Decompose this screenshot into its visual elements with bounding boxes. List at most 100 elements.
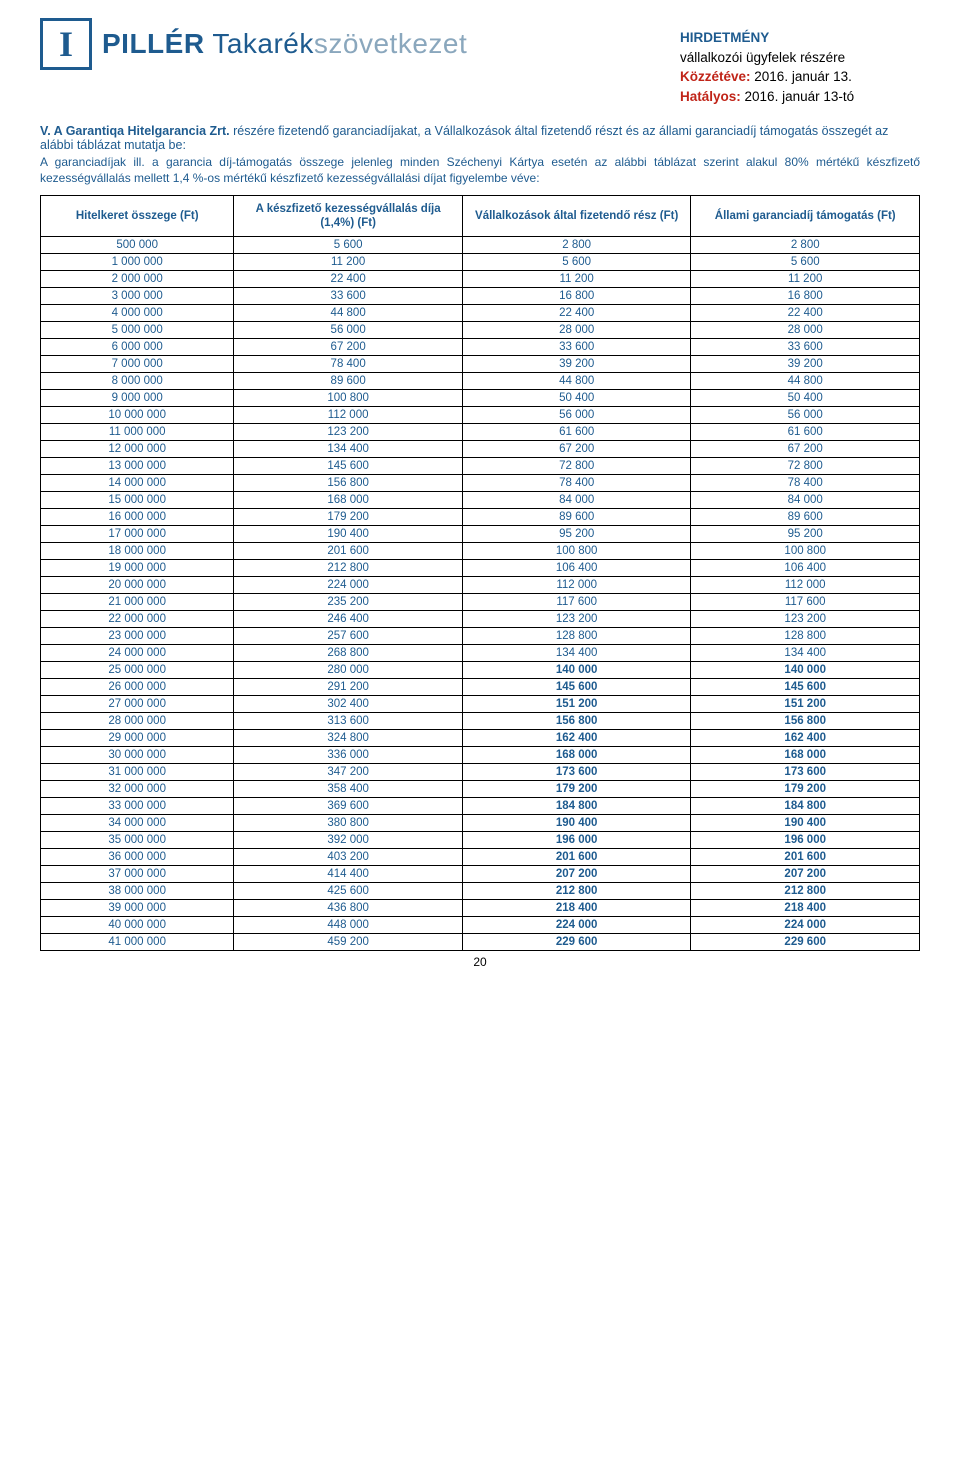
table-cell: 31 000 000 — [41, 764, 234, 781]
table-cell: 39 000 000 — [41, 900, 234, 917]
col-header-credit: Hitelkeret összege (Ft) — [41, 195, 234, 237]
table-cell: 26 000 000 — [41, 679, 234, 696]
table-cell: 196 000 — [462, 832, 691, 849]
table-cell: 140 000 — [462, 662, 691, 679]
table-cell: 190 400 — [691, 815, 920, 832]
table-cell: 235 200 — [234, 594, 463, 611]
table-cell: 95 200 — [691, 526, 920, 543]
table-row: 7 000 00078 40039 20039 200 — [41, 356, 920, 373]
table-cell: 9 000 000 — [41, 390, 234, 407]
table-row: 37 000 000414 400207 200207 200 — [41, 866, 920, 883]
table-cell: 201 600 — [462, 849, 691, 866]
table-cell: 184 800 — [462, 798, 691, 815]
table-row: 24 000 000268 800134 400134 400 — [41, 645, 920, 662]
table-cell: 179 200 — [691, 781, 920, 798]
table-cell: 100 800 — [691, 543, 920, 560]
table-row: 10 000 000112 00056 00056 000 — [41, 407, 920, 424]
table-row: 25 000 000280 000140 000140 000 — [41, 662, 920, 679]
table-row: 3 000 00033 60016 80016 800 — [41, 288, 920, 305]
table-cell: 106 400 — [691, 560, 920, 577]
table-cell: 22 400 — [691, 305, 920, 322]
table-cell: 50 400 — [462, 390, 691, 407]
table-cell: 2 800 — [691, 237, 920, 254]
table-cell: 27 000 000 — [41, 696, 234, 713]
table-cell: 190 400 — [462, 815, 691, 832]
meta-pub-value: 2016. január 13. — [751, 69, 852, 84]
table-cell: 156 800 — [234, 475, 463, 492]
table-cell: 16 800 — [691, 288, 920, 305]
table-cell: 23 000 000 — [41, 628, 234, 645]
table-cell: 112 000 — [691, 577, 920, 594]
table-cell: 39 200 — [462, 356, 691, 373]
table-cell: 50 400 — [691, 390, 920, 407]
table-row: 30 000 000336 000168 000168 000 — [41, 747, 920, 764]
table-cell: 162 400 — [462, 730, 691, 747]
table-cell: 414 400 — [234, 866, 463, 883]
meta-title: HIRDETMÉNY — [680, 28, 920, 48]
table-cell: 218 400 — [691, 900, 920, 917]
table-cell: 229 600 — [691, 934, 920, 951]
table-cell: 44 800 — [234, 305, 463, 322]
table-cell: 28 000 — [462, 322, 691, 339]
table-cell: 436 800 — [234, 900, 463, 917]
table-cell: 61 600 — [462, 424, 691, 441]
table-cell: 19 000 000 — [41, 560, 234, 577]
brand-logo: I PILLÉR Takarékszövetkezet — [40, 18, 467, 70]
table-cell: 61 600 — [691, 424, 920, 441]
table-row: 27 000 000302 400151 200151 200 — [41, 696, 920, 713]
table-cell: 168 000 — [462, 747, 691, 764]
table-row: 5 000 00056 00028 00028 000 — [41, 322, 920, 339]
table-cell: 212 800 — [691, 883, 920, 900]
table-cell: 78 400 — [234, 356, 463, 373]
table-cell: 15 000 000 — [41, 492, 234, 509]
table-row: 21 000 000235 200117 600117 600 — [41, 594, 920, 611]
page-number: 20 — [40, 955, 920, 969]
table-cell: 2 000 000 — [41, 271, 234, 288]
meta-pub-label: Közzétéve: — [680, 69, 751, 84]
table-cell: 156 800 — [462, 713, 691, 730]
logo-mid: Takarék — [205, 28, 314, 59]
table-cell: 112 000 — [462, 577, 691, 594]
section-paragraph: A garanciadíjak ill. a garancia díj-támo… — [40, 154, 920, 186]
table-cell: 13 000 000 — [41, 458, 234, 475]
table-cell: 380 800 — [234, 815, 463, 832]
table-cell: 40 000 000 — [41, 917, 234, 934]
table-cell: 392 000 — [234, 832, 463, 849]
table-cell: 44 800 — [691, 373, 920, 390]
table-cell: 16 800 — [462, 288, 691, 305]
page-header: I PILLÉR Takarékszövetkezet HIRDETMÉNY v… — [40, 18, 920, 106]
table-row: 1 000 00011 2005 6005 600 — [41, 254, 920, 271]
table-row: 32 000 000358 400179 200179 200 — [41, 781, 920, 798]
table-cell: 39 200 — [691, 356, 920, 373]
section-heading: V. A Garantiqa Hitelgarancia Zrt. részér… — [40, 124, 920, 152]
table-cell: 5 600 — [462, 254, 691, 271]
table-cell: 358 400 — [234, 781, 463, 798]
table-cell: 500 000 — [41, 237, 234, 254]
guarantee-fee-table: Hitelkeret összege (Ft) A készfizető kez… — [40, 195, 920, 952]
table-cell: 22 000 000 — [41, 611, 234, 628]
col-header-state-support: Állami garanciadíj támogatás (Ft) — [691, 195, 920, 237]
section-heading-strong: V. A Garantiqa Hitelgarancia Zrt. — [40, 124, 230, 138]
table-row: 28 000 000313 600156 800156 800 — [41, 713, 920, 730]
table-row: 6 000 00067 20033 60033 600 — [41, 339, 920, 356]
table-row: 12 000 000134 40067 20067 200 — [41, 441, 920, 458]
table-cell: 11 200 — [691, 271, 920, 288]
table-cell: 29 000 000 — [41, 730, 234, 747]
table-row: 20 000 000224 000112 000112 000 — [41, 577, 920, 594]
table-cell: 33 000 000 — [41, 798, 234, 815]
table-cell: 72 800 — [691, 458, 920, 475]
table-row: 9 000 000100 80050 40050 400 — [41, 390, 920, 407]
table-cell: 5 600 — [691, 254, 920, 271]
table-cell: 38 000 000 — [41, 883, 234, 900]
table-cell: 425 600 — [234, 883, 463, 900]
table-cell: 212 800 — [234, 560, 463, 577]
table-row: 34 000 000380 800190 400190 400 — [41, 815, 920, 832]
table-cell: 41 000 000 — [41, 934, 234, 951]
table-row: 29 000 000324 800162 400162 400 — [41, 730, 920, 747]
meta-effective: Hatályos: 2016. január 13-tó — [680, 87, 920, 107]
table-row: 19 000 000212 800106 400106 400 — [41, 560, 920, 577]
table-cell: 56 000 — [234, 322, 463, 339]
table-cell: 168 000 — [234, 492, 463, 509]
table-cell: 56 000 — [462, 407, 691, 424]
table-cell: 336 000 — [234, 747, 463, 764]
